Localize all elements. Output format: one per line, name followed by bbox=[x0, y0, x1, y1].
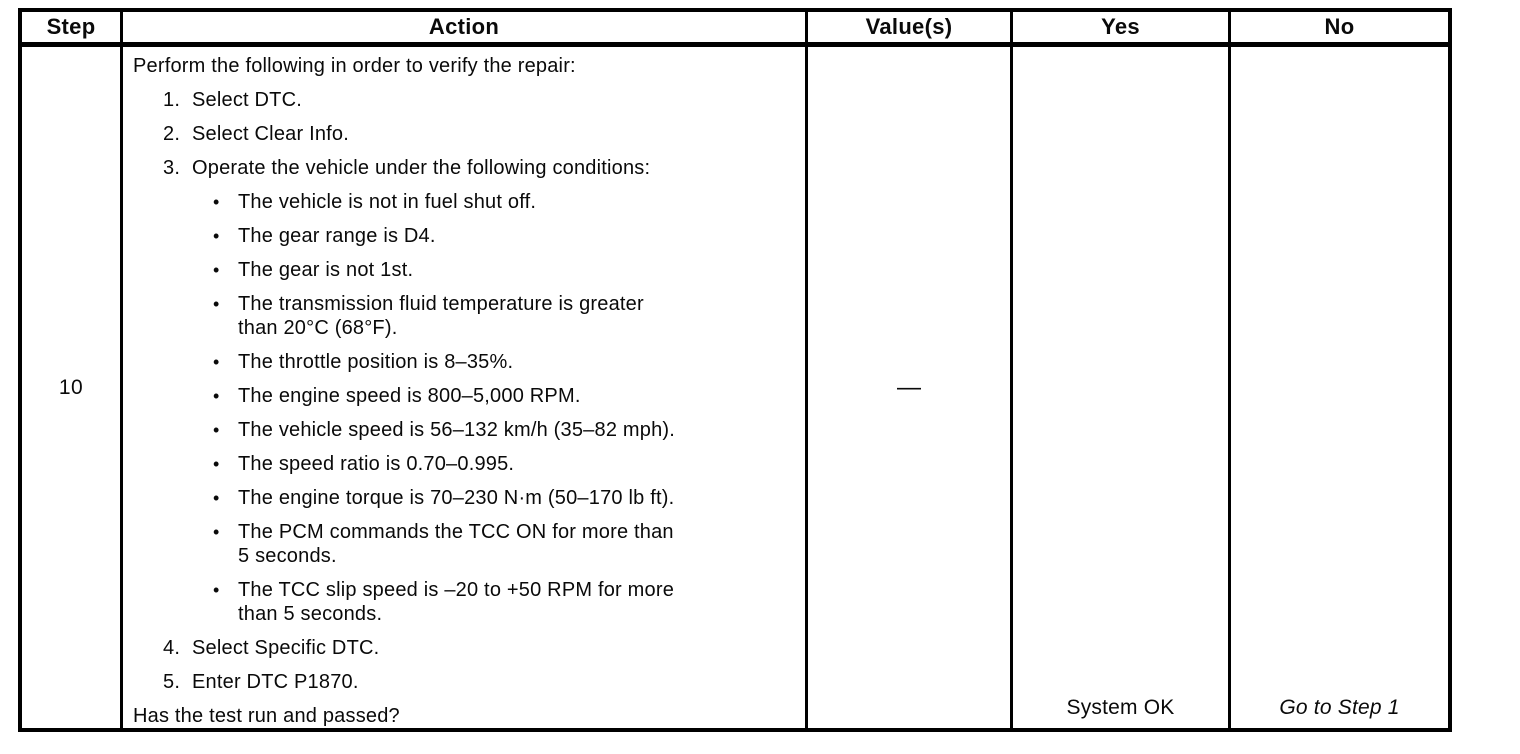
action-step-2-number: 2. bbox=[163, 123, 181, 145]
bullet-icon: • bbox=[213, 226, 220, 246]
action-step-1-number: 1. bbox=[163, 89, 181, 111]
header-values: Value(s) bbox=[808, 12, 1013, 47]
bullet-icon: • bbox=[213, 294, 220, 314]
value-dash: — bbox=[897, 373, 921, 401]
condition-line: The PCM commands the TCC ON for more tha… bbox=[238, 521, 674, 543]
bullet-icon: • bbox=[213, 352, 220, 372]
condition-item: • The PCM commands the TCC ON for more t… bbox=[133, 520, 797, 568]
action-step-4-text: Select Specific DTC. bbox=[192, 637, 380, 659]
bullet-icon: • bbox=[213, 192, 220, 212]
value-cell: — bbox=[808, 47, 1013, 728]
condition-item: • The gear is not 1st. bbox=[133, 258, 797, 282]
condition-text: The transmission fluid temperature is gr… bbox=[238, 292, 797, 340]
header-action-label: Action bbox=[428, 14, 500, 39]
condition-line: The TCC slip speed is –20 to +50 RPM for… bbox=[238, 579, 675, 601]
action-intro: Perform the following in order to verify… bbox=[133, 55, 576, 77]
action-step-4: 4. Select Specific DTC. bbox=[133, 636, 797, 660]
condition-item: • The engine torque is 70–230 N·m (50–17… bbox=[133, 486, 797, 510]
step-cell: 10 bbox=[22, 47, 123, 728]
header-values-label: Value(s) bbox=[865, 14, 953, 39]
action-step-3-number: 3. bbox=[163, 157, 181, 179]
condition-item: • The vehicle is not in fuel shut off. bbox=[133, 190, 797, 214]
condition-text: The PCM commands the TCC ON for more tha… bbox=[238, 520, 797, 568]
action-question: Has the test run and passed? bbox=[133, 705, 400, 727]
action-step-2: 2. Select Clear Info. bbox=[133, 122, 797, 146]
yes-cell: System OK bbox=[1013, 47, 1231, 728]
header-step-label: Step bbox=[46, 14, 96, 39]
condition-line: than 5 seconds. bbox=[238, 603, 383, 625]
header-step: Step bbox=[22, 12, 123, 47]
condition-item: • The TCC slip speed is –20 to +50 RPM f… bbox=[133, 578, 797, 626]
bullet-icon: • bbox=[213, 386, 220, 406]
header-action: Action bbox=[123, 12, 808, 47]
step-number: 10 bbox=[58, 375, 84, 399]
header-no-label: No bbox=[1324, 14, 1355, 39]
bullet-icon: • bbox=[213, 260, 220, 280]
condition-item: • The speed ratio is 0.70–0.995. bbox=[133, 452, 797, 476]
action-step-1-text: Select DTC. bbox=[192, 89, 303, 111]
condition-line: than 20°C (68°F). bbox=[238, 317, 398, 339]
yes-result: System OK bbox=[1066, 696, 1175, 719]
action-step-5: 5. Enter DTC P1870. bbox=[133, 670, 797, 694]
bullet-icon: • bbox=[213, 488, 220, 508]
action-step-2-text: Select Clear Info. bbox=[192, 123, 350, 145]
action-step-3-text: Operate the vehicle under the following … bbox=[192, 157, 651, 179]
condition-item: • The throttle position is 8–35%. bbox=[133, 350, 797, 374]
condition-text: The engine speed is 800–5,000 RPM. bbox=[238, 385, 581, 407]
diagnostic-table: Step Action Value(s) Yes No 10 Perform t… bbox=[18, 8, 1452, 732]
header-no: No bbox=[1231, 12, 1448, 47]
header-yes-label: Yes bbox=[1101, 14, 1140, 39]
action-step-5-text: Enter DTC P1870. bbox=[192, 671, 359, 693]
action-step-4-number: 4. bbox=[163, 637, 181, 659]
bullet-icon: • bbox=[213, 580, 220, 600]
condition-item: • The gear range is D4. bbox=[133, 224, 797, 248]
condition-line: 5 seconds. bbox=[238, 545, 337, 567]
bullet-icon: • bbox=[213, 454, 220, 474]
action-cell: Perform the following in order to verify… bbox=[123, 47, 808, 728]
action-step-1: 1. Select DTC. bbox=[133, 88, 797, 112]
bullet-icon: • bbox=[213, 420, 220, 440]
header-yes: Yes bbox=[1013, 12, 1231, 47]
condition-item: • The engine speed is 800–5,000 RPM. bbox=[133, 384, 797, 408]
condition-text: The vehicle speed is 56–132 km/h (35–82 … bbox=[238, 419, 676, 441]
condition-text: The vehicle is not in fuel shut off. bbox=[238, 191, 537, 213]
condition-text: The gear is not 1st. bbox=[238, 259, 414, 281]
action-step-3: 3. Operate the vehicle under the followi… bbox=[133, 156, 797, 180]
condition-item: • The vehicle speed is 56–132 km/h (35–8… bbox=[133, 418, 797, 442]
condition-item: • The transmission fluid temperature is … bbox=[133, 292, 797, 340]
condition-text: The speed ratio is 0.70–0.995. bbox=[238, 453, 515, 475]
condition-text: The TCC slip speed is –20 to +50 RPM for… bbox=[238, 578, 797, 626]
condition-line: The transmission fluid temperature is gr… bbox=[238, 293, 644, 315]
bullet-icon: • bbox=[213, 522, 220, 542]
condition-text: The throttle position is 8–35%. bbox=[238, 351, 514, 373]
no-cell: Go to Step 1 bbox=[1231, 47, 1448, 728]
condition-text: The engine torque is 70–230 N·m (50–170 … bbox=[238, 487, 675, 509]
condition-text: The gear range is D4. bbox=[238, 225, 436, 247]
action-step-5-number: 5. bbox=[163, 671, 181, 693]
no-result: Go to Step 1 bbox=[1279, 696, 1400, 719]
